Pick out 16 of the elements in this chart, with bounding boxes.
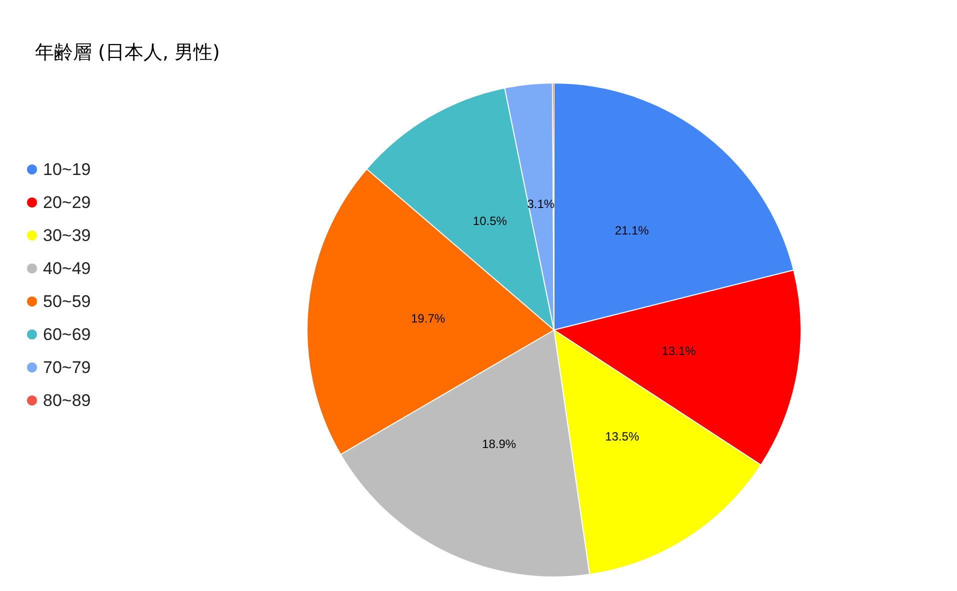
- data-label: 18.9%: [482, 436, 516, 451]
- data-label: 19.7%: [411, 311, 446, 326]
- legend-label: 50~59: [43, 292, 91, 311]
- data-label: 13.1%: [662, 344, 696, 358]
- data-label: 10.5%: [472, 214, 508, 228]
- data-label: 21.1%: [614, 223, 650, 238]
- legend-label: 40~49: [43, 259, 91, 278]
- legend-label: 20~29: [43, 193, 91, 212]
- legend-label: 30~39: [43, 226, 91, 245]
- data-label: 3.1%: [527, 197, 555, 212]
- legend-label: 10~19: [43, 160, 91, 179]
- legend-label: 70~79: [43, 358, 91, 377]
- legend-label: 60~69: [43, 325, 91, 344]
- chart-title: 年齢層 (日本人, 男性): [35, 42, 220, 64]
- legend-label: 80~89: [43, 391, 91, 410]
- data-label: 13.5%: [605, 430, 640, 444]
